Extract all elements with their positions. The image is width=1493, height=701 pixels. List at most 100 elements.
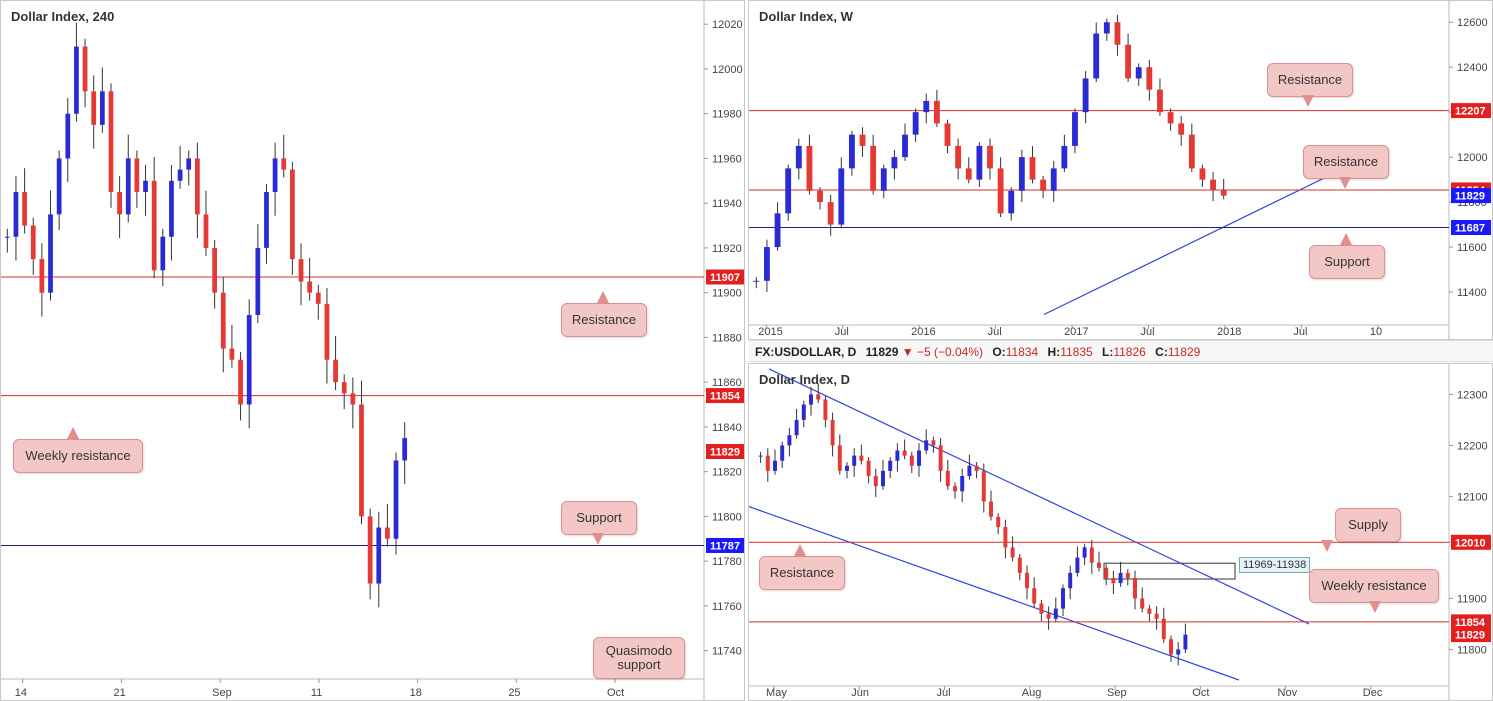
candle-body <box>1097 562 1101 568</box>
callout-pointer <box>1369 601 1381 613</box>
candle-body <box>1103 22 1110 34</box>
candle-body <box>1147 608 1152 614</box>
y-tick-label: 12600 <box>1457 17 1488 29</box>
candle-body <box>806 145 813 191</box>
candle-body <box>212 247 218 293</box>
candle-body <box>902 134 908 158</box>
y-tick-label: 11740 <box>712 646 742 658</box>
price-tag-bg <box>1451 103 1491 119</box>
price-tag-bg <box>1451 534 1491 550</box>
candle-body <box>1082 547 1087 558</box>
candle-body <box>837 445 842 471</box>
candle-body <box>859 455 864 461</box>
candle-body <box>794 419 799 436</box>
candle-body <box>341 382 347 394</box>
candle-body <box>1089 547 1094 563</box>
candle-body <box>827 202 834 225</box>
x-tick-label: Oct <box>1192 687 1209 699</box>
candle-body <box>1018 157 1025 191</box>
x-tick-label: 25 <box>508 687 520 699</box>
candle-body <box>873 476 878 487</box>
candle-body <box>1118 572 1123 584</box>
candle-body <box>367 516 373 584</box>
supply-zone-label: 11969-11938 <box>1239 557 1311 573</box>
chart-240-canvas[interactable]: 12020 12000 11980 11960 11940 11920 11900 11880… <box>1 1 745 701</box>
y-tick-label: 11780 <box>712 556 742 568</box>
y-tick-label: 11920 <box>712 243 742 255</box>
candle-body <box>1061 145 1068 169</box>
x-tick-label: 2017 <box>1064 326 1088 338</box>
candle-body <box>1140 598 1145 609</box>
x-tick-label: Sep <box>212 687 232 699</box>
callout-pointer <box>592 533 604 545</box>
candle-body <box>39 259 45 293</box>
callout-support: Support <box>1309 245 1385 279</box>
candle-body <box>1003 527 1008 548</box>
candle-body <box>923 100 930 113</box>
candle-body <box>238 359 243 405</box>
callout-pointer <box>1321 540 1333 552</box>
candle-body <box>1157 89 1163 113</box>
candle-body <box>160 236 166 271</box>
candle-body <box>909 455 914 466</box>
callout-pointer <box>1340 233 1352 245</box>
candle-body <box>809 394 813 405</box>
x-tick-label: 10 <box>1370 326 1382 338</box>
chart-weekly-canvas[interactable]: 126001240012200120001180011600114002015J… <box>749 1 1493 340</box>
callout-text: Resistance <box>769 565 835 580</box>
y-tick-label: 11860 <box>712 377 742 389</box>
x-tick-label: Jul <box>988 326 1002 338</box>
candle-body <box>1072 112 1078 146</box>
y-tick-label: 11880 <box>712 332 742 344</box>
high-label: H: <box>1047 345 1061 359</box>
price-tag: 12010 <box>1451 534 1491 550</box>
x-tick-label: 14 <box>15 687 27 699</box>
candle-body <box>13 191 19 237</box>
candle-body <box>881 470 885 487</box>
chart-title: Dollar Index, 240 <box>11 9 115 24</box>
price-tag-bg <box>1451 627 1491 643</box>
candle-body <box>997 168 1004 214</box>
candle-body <box>1025 572 1029 589</box>
symbol-info-bar: FX:USDOLLAR, D 11829 ▼ −5 (−0.04%) O:118… <box>749 340 1493 362</box>
candle-body <box>1111 578 1116 584</box>
candle-body <box>22 191 27 226</box>
candle-body <box>967 465 972 476</box>
callout-weekly-resistance: Weekly resistance <box>1309 569 1439 603</box>
candle-body <box>194 158 200 215</box>
y-tick-label: 11600 <box>1457 242 1487 254</box>
chart-panel-weekly[interactable]: Dollar Index, W 126001240012200120001180… <box>748 0 1493 340</box>
x-tick-label: 2016 <box>911 326 935 338</box>
candle-body <box>169 180 174 237</box>
chart-panel-daily[interactable]: Dollar Index, D 12300 12200 12100 12010 1190… <box>748 363 1493 701</box>
candle-body <box>1017 557 1022 573</box>
candle-body <box>108 91 114 192</box>
candle-body <box>30 225 36 260</box>
candle-body <box>324 303 330 360</box>
candle-body <box>1169 639 1173 655</box>
candle-body <box>902 450 907 456</box>
candle-body <box>65 113 71 159</box>
candle-body <box>298 259 304 282</box>
candle-body <box>56 158 62 215</box>
candle-body <box>780 445 785 461</box>
candle-body <box>753 280 760 282</box>
candle-body <box>912 112 919 135</box>
y-tick-label: 11900 <box>1457 593 1487 605</box>
candle-body <box>134 158 140 192</box>
candle-body <box>290 169 295 260</box>
price-tag-bg <box>706 444 744 460</box>
candle-body <box>1220 189 1227 196</box>
candle-body <box>945 470 950 487</box>
x-tick-label: 2018 <box>1217 326 1241 338</box>
callout-resistance-top: Resistance <box>1267 63 1353 97</box>
candle-body <box>1053 608 1058 619</box>
candle-body <box>1133 578 1137 599</box>
callout-pointer <box>597 291 609 303</box>
low-value: 11826 <box>1113 345 1146 359</box>
open-value: 11834 <box>1005 345 1039 359</box>
open-label: O: <box>992 345 1006 359</box>
chart-panel-240[interactable]: Dollar Index, 240 12020 12000 11980 11960 11… <box>0 0 745 701</box>
price-tag: 11829 <box>1451 188 1491 204</box>
candle-body <box>74 46 79 114</box>
